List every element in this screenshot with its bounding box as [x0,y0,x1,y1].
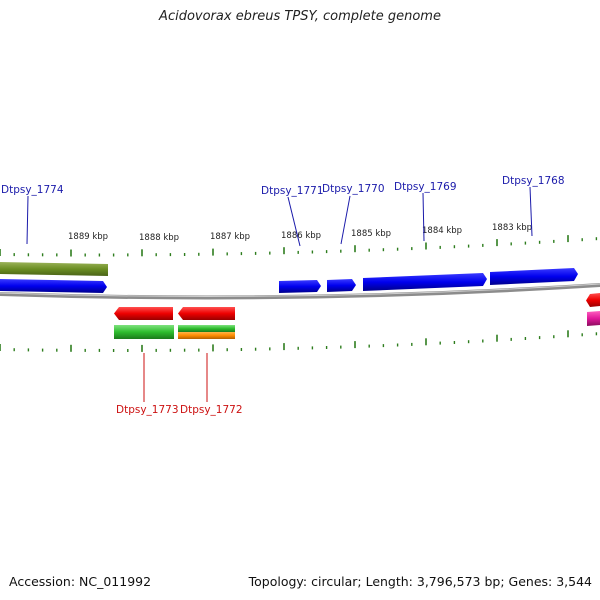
gene-dtpsy-1774[interactable] [0,279,107,293]
scale-label-1885: 1885 kbp [351,229,391,239]
gene-label-1769[interactable]: Dtpsy_1769 [394,181,457,193]
gene-label-1773[interactable]: Dtpsy_1773 [116,404,179,416]
leader-line-1770 [340,195,351,245]
magenta-feature[interactable] [587,311,600,326]
green-feature-1773[interactable] [114,325,174,339]
gene-red-edge[interactable] [586,293,600,307]
leader-line-1771 [287,196,301,247]
gene-labels: Dtpsy_1774 Dtpsy_1771 Dtpsy_1770 Dtpsy_1… [1,175,565,416]
leader-line-1774 [26,195,29,245]
genome-backbone [0,283,600,300]
gene-label-1772[interactable]: Dtpsy_1772 [180,404,243,416]
genome-summary-text: Topology: circular; Length: 3,796,573 bp… [248,574,592,589]
scale-label-1883: 1883 kbp [492,223,532,233]
scale-label-1887: 1887 kbp [210,232,250,242]
scale-label-1884: 1884 kbp [422,226,462,236]
gene-dtpsy-1768[interactable] [490,268,578,285]
gene-dtpsy-1769[interactable] [363,273,487,291]
gene-dtpsy-1771[interactable] [279,280,321,293]
gene-dtpsy-1772[interactable] [178,307,235,320]
scale-label-1889: 1889 kbp [68,232,108,242]
gene-label-1768[interactable]: Dtpsy_1768 [502,175,565,187]
map-title: Acidovorax ebreus TPSY, complete genome [159,9,441,24]
scale-label-1886: 1886 kbp [281,231,321,241]
orange-feature-1772[interactable] [178,332,235,339]
accession-text: Accession: NC_011992 [9,574,152,589]
green-feature-1772[interactable] [178,325,235,332]
scale-label-1888: 1888 kbp [139,233,179,243]
scale-ticks-lower [0,330,598,352]
gene-label-1770[interactable]: Dtpsy_1770 [322,183,385,195]
gene-dtpsy-1773[interactable] [114,307,173,320]
leader-line-1768 [529,186,533,237]
scale-ticks-upper [0,235,598,257]
gene-dtpsy-1770[interactable] [327,279,356,292]
gene-label-1771[interactable]: Dtpsy_1771 [261,185,324,197]
leader-line-1769 [422,192,425,242]
scale-labels: 1889 kbp 1888 kbp 1887 kbp 1886 kbp 1885… [68,223,532,243]
gene-label-1774[interactable]: Dtpsy_1774 [1,184,64,196]
olive-feature[interactable] [0,262,108,276]
